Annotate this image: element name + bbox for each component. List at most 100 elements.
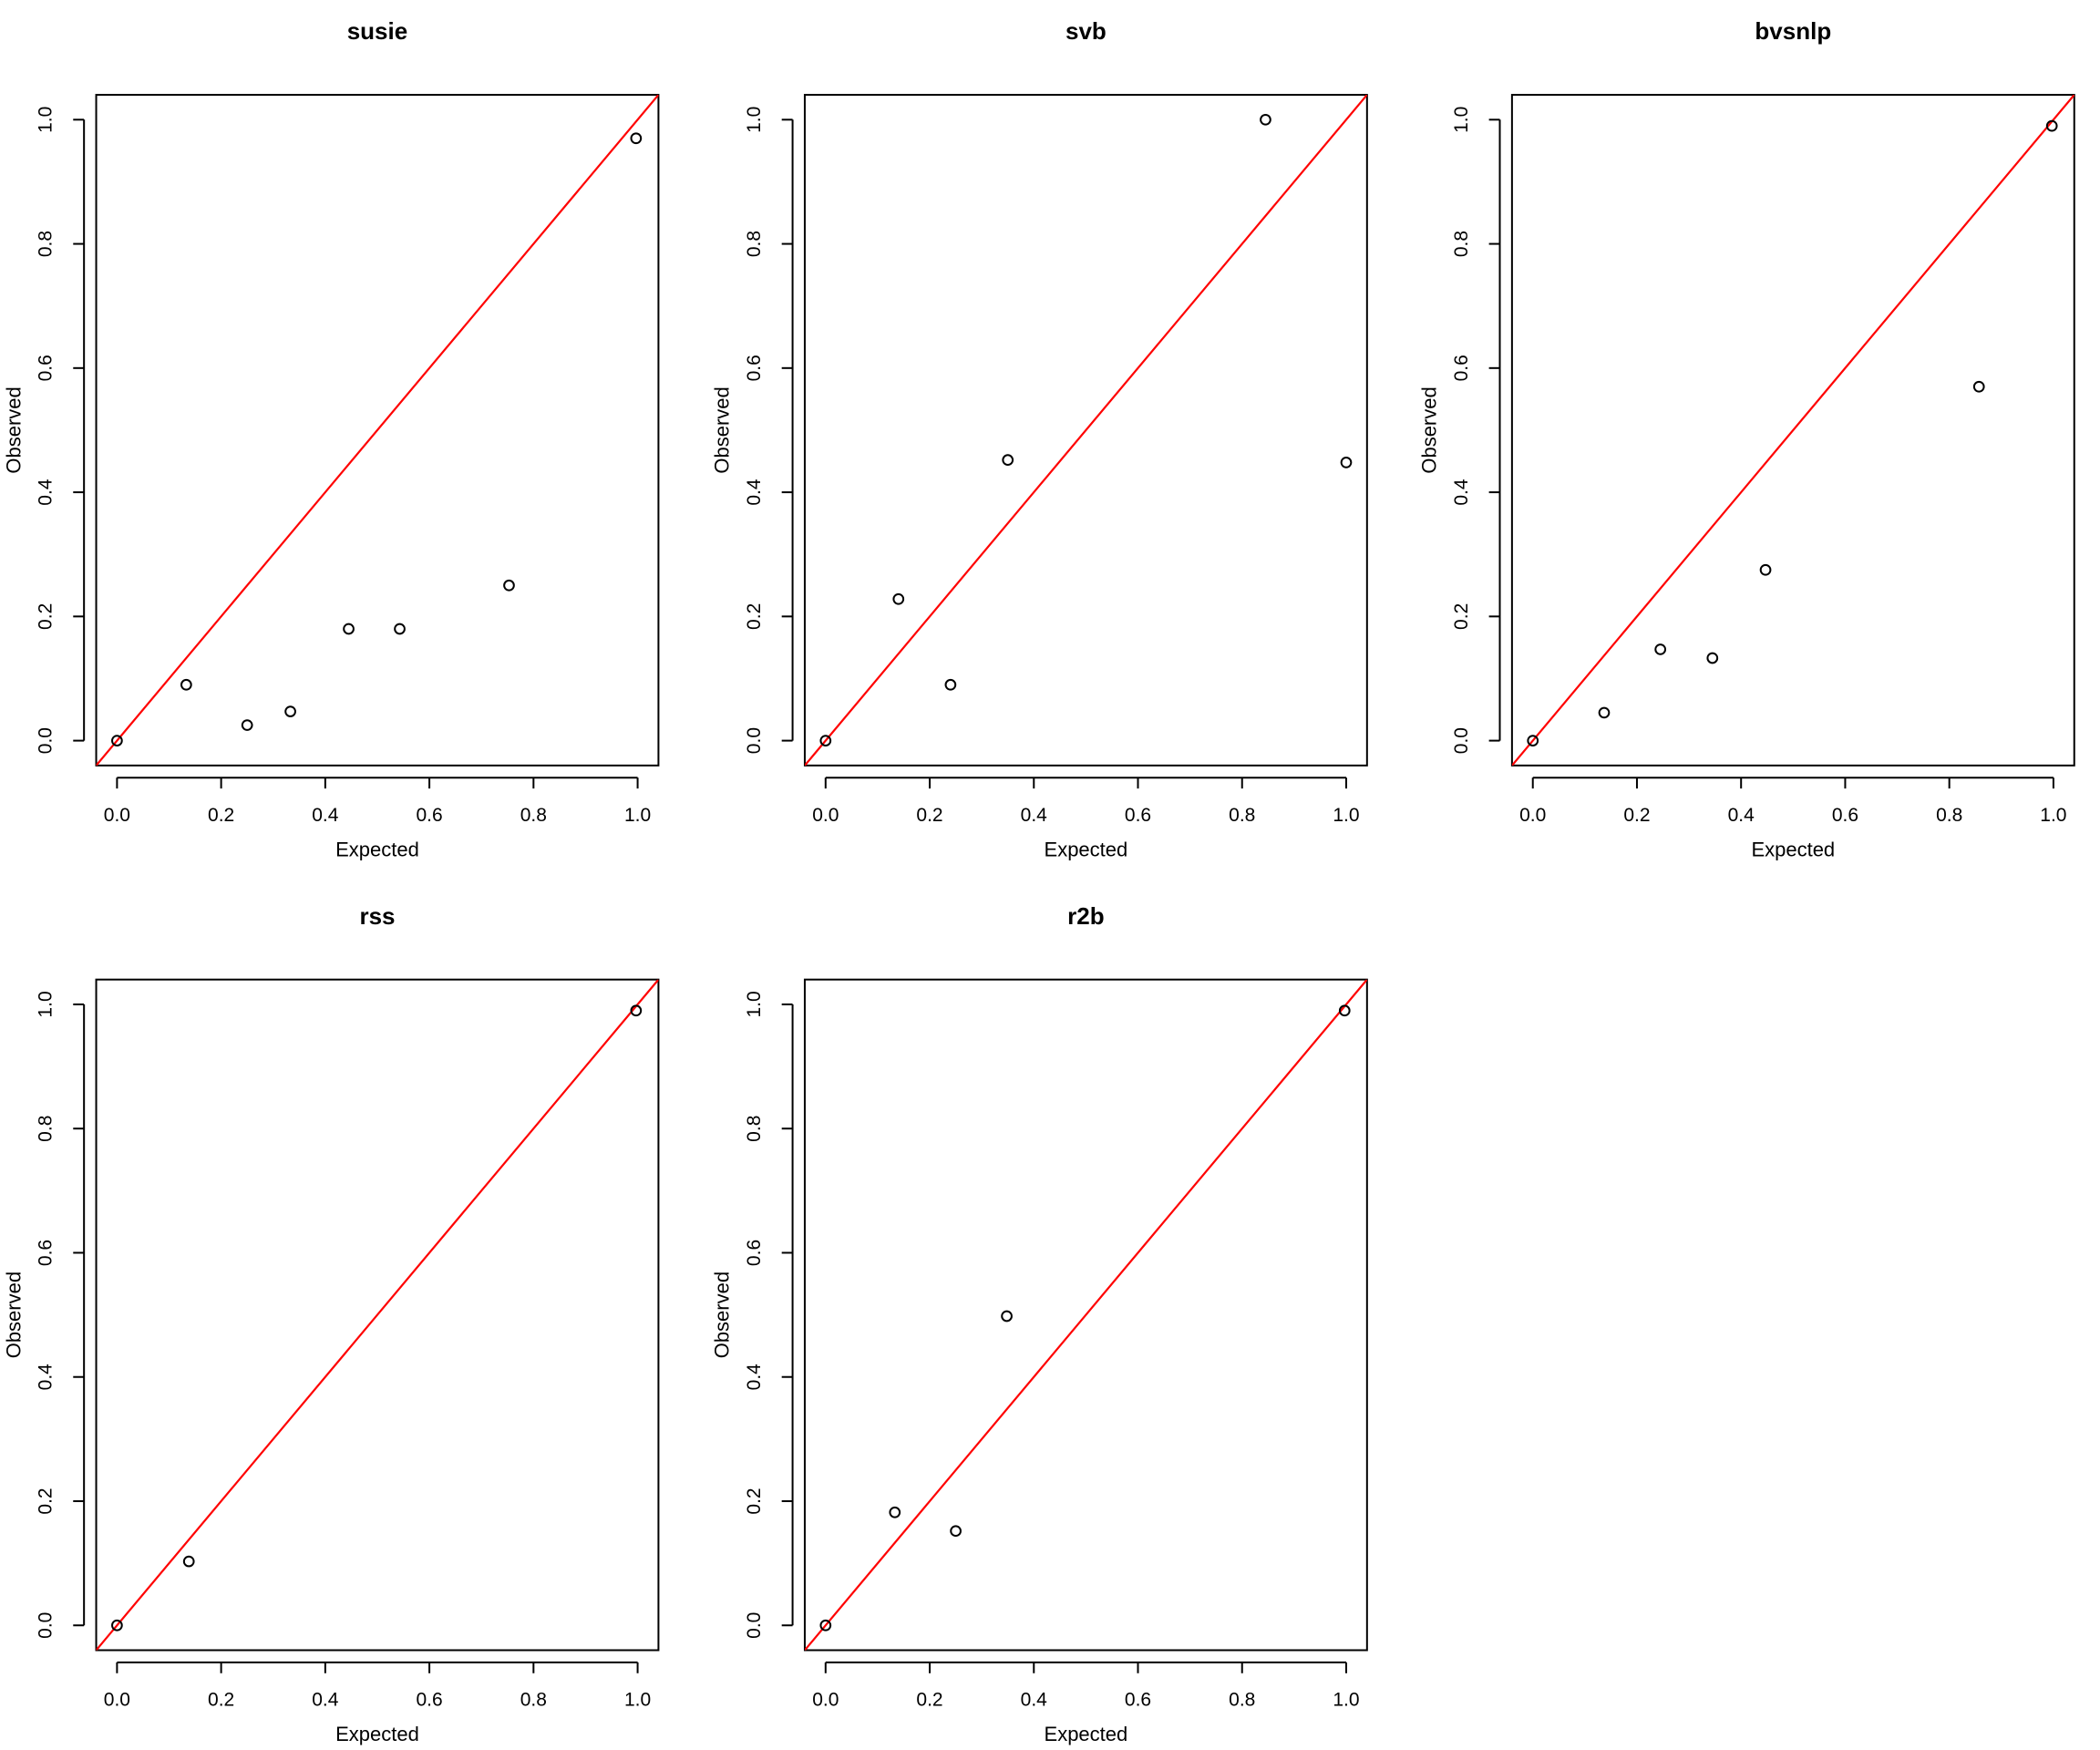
data-point: [182, 1555, 195, 1568]
x-tick-label: 0.8: [1229, 805, 1255, 826]
x-tick-label: 0.8: [520, 1689, 547, 1710]
panel-title: bvsnlp: [1755, 17, 1831, 45]
y-tick-label: 0.0: [35, 1612, 56, 1639]
y-tick-label: 0.8: [1451, 231, 1472, 257]
points: [111, 132, 643, 746]
x-tick-label: 0.0: [1519, 805, 1546, 826]
y-tick-label: 0.8: [744, 1116, 765, 1142]
y-tick-label: 0.2: [35, 1488, 56, 1514]
data-point: [1598, 706, 1611, 719]
identity-line: [1511, 95, 2074, 766]
x-tick-label: 0.6: [1832, 805, 1858, 826]
x-axis: 0.0 0.2 0.4 0.6 0.8 1.0: [1519, 777, 2067, 826]
data-point: [1002, 454, 1014, 467]
data-point: [819, 735, 832, 746]
data-point: [2045, 119, 2058, 132]
x-tick-label: 0.2: [1623, 805, 1650, 826]
x-tick-label: 0.0: [104, 1689, 130, 1710]
y-tick-label: 0.0: [1451, 727, 1472, 754]
y-axis-label: Observed: [2, 386, 25, 473]
y-tick-label: 0.4: [35, 1364, 56, 1391]
x-tick-label: 1.0: [624, 1689, 651, 1710]
x-axis-label: Expected: [335, 838, 419, 860]
panel-susie: susie 0.0 0.2 0.4 0.6 0.8 1.0 0.0 0.2 0.4 0.6 0.8 1.…: [2, 17, 660, 860]
data-point: [241, 719, 253, 731]
x-tick-label: 0.2: [916, 805, 942, 826]
data-point: [1654, 643, 1667, 655]
y-tick-label: 0.2: [1451, 603, 1472, 630]
identity-line: [804, 95, 1367, 766]
x-tick-label: 1.0: [2040, 805, 2066, 826]
panel-title: svb: [1065, 17, 1107, 45]
x-tick-label: 0.8: [1229, 1689, 1255, 1710]
y-tick-label: 1.0: [35, 107, 56, 133]
y-tick-label: 1.0: [744, 107, 765, 133]
data-point: [892, 592, 905, 605]
data-point: [950, 1525, 962, 1538]
y-tick-label: 0.8: [35, 1116, 56, 1142]
y-tick-label: 0.6: [35, 1240, 56, 1266]
data-point: [1972, 380, 1985, 393]
points: [1527, 119, 2058, 746]
x-tick-label: 0.0: [812, 805, 839, 826]
data-point: [889, 1506, 901, 1518]
data-point: [630, 1004, 643, 1017]
data-point: [1338, 1004, 1351, 1017]
y-axis-label: Observed: [711, 386, 734, 473]
x-axis-label: Expected: [1751, 838, 1835, 860]
data-point: [111, 735, 123, 746]
x-tick-label: 0.4: [312, 1689, 339, 1710]
data-point: [1001, 1310, 1013, 1323]
x-tick-label: 0.8: [1936, 805, 1962, 826]
y-tick-label: 0.4: [35, 479, 56, 506]
y-axis: 0.0 0.2 0.4 0.6 0.8 1.0: [744, 107, 794, 754]
x-axis: 0.0 0.2 0.4 0.6 0.8 1.0: [812, 1661, 1360, 1710]
y-tick-label: 0.4: [744, 479, 765, 506]
data-point: [343, 623, 355, 635]
panel-title: susie: [347, 17, 408, 45]
points: [111, 1004, 643, 1632]
data-point: [944, 678, 957, 691]
plot-frame: [95, 94, 660, 767]
points: [819, 113, 1353, 746]
data-point: [1260, 113, 1271, 126]
panel-title: r2b: [1067, 902, 1104, 930]
data-point: [111, 1619, 123, 1632]
x-axis: 0.0 0.2 0.4 0.6 0.8 1.0: [104, 1661, 651, 1710]
x-tick-label: 1.0: [1333, 1689, 1359, 1710]
y-tick-label: 1.0: [35, 991, 56, 1017]
y-axis-label: Observed: [2, 1271, 25, 1358]
x-tick-label: 0.0: [104, 805, 130, 826]
panel-bvsnlp: bvsnlp 0.0 0.2 0.4 0.6 0.8 1.0 0.0 0.2 0.4 0.6 0.8 1…: [1418, 17, 2075, 860]
x-tick-label: 0.6: [1125, 805, 1151, 826]
y-tick-label: 0.2: [35, 603, 56, 630]
x-tick-label: 0.6: [416, 805, 442, 826]
y-tick-label: 1.0: [744, 991, 765, 1017]
x-tick-label: 1.0: [1333, 805, 1359, 826]
identity-line: [804, 979, 1367, 1651]
x-tick-label: 0.4: [312, 805, 339, 826]
y-tick-label: 0.6: [1451, 355, 1472, 381]
y-tick-label: 0.2: [744, 1488, 765, 1514]
x-axis-label: Expected: [1045, 1723, 1128, 1745]
y-axis: 0.0 0.2 0.4 0.6 0.8 1.0: [744, 991, 794, 1639]
x-axis: 0.0 0.2 0.4 0.6 0.8 1.0: [104, 777, 651, 826]
plot-frame: [95, 978, 660, 1652]
x-tick-label: 1.0: [624, 805, 651, 826]
panel-rss: rss 0.0 0.2 0.4 0.6 0.8 1.0 0.0 0.2 0.4 0.6 0.8 1.0 E…: [2, 902, 660, 1745]
plot-frame: [1510, 94, 2075, 767]
panel-title: rss: [359, 902, 395, 930]
panel-svb: svb 0.0 0.2 0.4 0.6 0.8 1.0 0.0 0.2 0.4 0.6 0.8 1.0 E…: [711, 17, 1368, 860]
x-axis-label: Expected: [1045, 838, 1128, 860]
x-tick-label: 0.2: [916, 1689, 942, 1710]
data-point: [1340, 457, 1353, 468]
data-point: [1527, 735, 1539, 746]
y-axis-label: Observed: [711, 1271, 734, 1358]
data-point: [394, 623, 406, 635]
identity-line: [96, 979, 659, 1651]
data-point: [819, 1619, 832, 1632]
y-tick-label: 0.0: [744, 1612, 765, 1639]
identity-line: [96, 95, 659, 766]
y-tick-label: 0.6: [744, 355, 765, 381]
